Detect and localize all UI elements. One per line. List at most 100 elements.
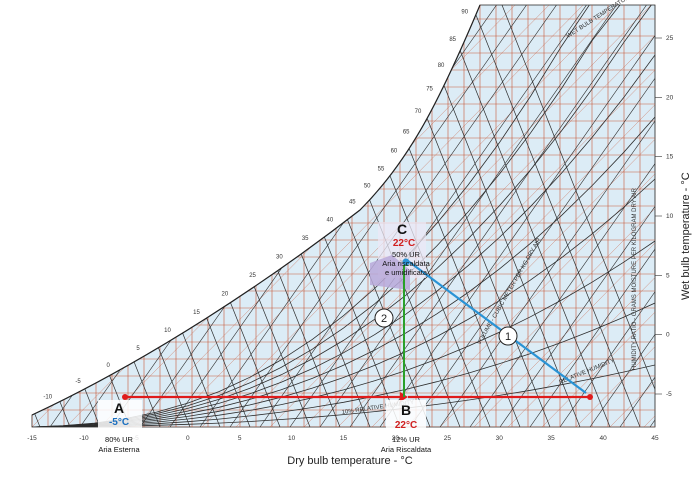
x-tick-label: 45 [651,435,659,442]
saturation-tick-label: 60 [391,149,398,155]
enthalpy-line [303,5,655,427]
step-2-text: 2 [381,313,387,325]
volume-line [32,5,71,427]
volume-line [32,5,41,427]
volume-line [439,5,611,427]
saturation-tick-label: -5 [75,379,81,385]
wet-bulb-line [439,5,655,427]
step-1-marker [498,326,518,346]
x-tick-label: -10 [79,435,89,442]
x-tick-label: 5 [238,435,242,442]
saturation-tick-label: 50 [364,184,371,190]
saturation-tick-label: 90 [461,9,468,15]
point-c-temp: 22°C [393,238,415,249]
x-tick-label: 25 [444,435,452,442]
saturation-tick-label: 65 [403,129,410,135]
point-a-letter: A [114,400,124,416]
saturation-tick-label: 0 [106,363,110,369]
wet-bulb-line [289,5,591,427]
wet-bulb-line [499,5,655,427]
y-tick-label: 5 [666,272,670,279]
enthalpy-line [32,5,147,427]
wet-bulb-line [589,5,655,427]
wet-bulb-line [379,5,655,427]
humidity-ratio-chart-label: HUMIDITY RATIO - GRAMS MOISTURE PER KILO… [632,187,638,370]
wet-bulb-line [319,5,621,427]
point-b-rh: 12% UR [392,435,421,444]
saturation-tick-label: 25 [249,273,256,279]
x-axis-label: Dry bulb temperature - °C [287,455,412,467]
x-tick-label: 35 [548,435,556,442]
saturation-tick-label: -10 [43,395,52,401]
point-a-desc: Aria Esterna [98,445,140,454]
point-c-desc1: Aria riscaldata [382,259,430,268]
point-a-dot [122,394,128,400]
y-tick-label: 25 [666,35,674,42]
volume-line [469,5,641,427]
wet-bulb-line [259,5,561,427]
point-c-rh: 50% UR [392,250,421,259]
saturation-tick-label: 45 [349,200,356,206]
enthalpy-line [371,5,655,427]
saturation-tick-label: 30 [276,254,283,260]
saturation-tick-label: 10 [164,328,171,334]
point-c-dot [402,258,410,266]
point-b-label-bg [386,400,426,430]
x-tick-label: 10 [288,435,296,442]
y-tick-label: 10 [666,213,674,220]
volume-line [32,5,191,427]
wet-bulb-line [649,5,655,427]
point-a-temp: -5°C [109,417,129,428]
zone-c-purple [370,255,410,290]
volume-line [499,5,655,427]
saturation-tick-label: 85 [449,37,456,43]
step1-line [407,260,587,394]
y-axis-ticks: -5 0 5 10 15 20 25 [655,35,674,398]
point-b-desc: Aria Riscaldata [381,445,432,454]
y-axis-label: Wet bulb temperature - °C [680,172,692,300]
x-tick-label: 30 [496,435,504,442]
y-tick-label: 0 [666,332,670,339]
y-tick-label: -5 [666,391,672,398]
y-tick-label: 20 [666,94,674,101]
enthalpy-line [575,5,655,427]
wet-bulb-line [409,5,655,427]
x-tick-label: 15 [340,435,348,442]
wet-bulb-line [529,5,655,427]
saturation-tick-label: 40 [327,217,334,223]
wet-bulb-line [349,5,651,427]
point-b-letter: B [401,402,411,418]
x-tick-label: -15 [27,435,37,442]
saturation-tick-label: 75 [426,87,433,93]
saturation-tick-label: 20 [222,292,229,298]
saturation-tick-label: 80 [438,63,445,69]
wet-bulb-line [229,5,531,427]
enthalpy-line [337,5,655,427]
wet-bulb-line [559,5,655,427]
enthalpy-line [167,5,589,427]
enthalpy-line [473,5,655,427]
enthalpy-line [32,5,113,427]
x-tick-label: 0 [186,435,190,442]
point-end-dot [587,394,593,400]
point-c-desc2: e umidificata [385,268,428,277]
enthalpy-line [235,5,655,427]
point-c-letter: C [397,221,407,237]
saturation-tick-labels: -10 -5 0 5 10 15 20 25 30 35 40 45 50 55 60 65 70 75 80 85 9… [43,9,468,400]
y-tick-label: 15 [666,154,674,161]
saturation-tick-label: 15 [193,310,200,316]
saturation-tick-label: 70 [415,109,422,115]
point-a-rh: 80% UR [105,435,134,444]
enthalpy-line [201,5,623,427]
saturation-curve [31,4,481,416]
step-1-text: 1 [505,331,511,343]
enthalpy-line [507,5,655,427]
point-a-label-bg [98,400,142,444]
saturation-tick-label: 55 [378,167,385,173]
volume-line [32,5,131,427]
x-tick-label: 40 [599,435,607,442]
wet-bulb-line [469,5,655,427]
point-b-temp: 22°C [395,420,417,431]
